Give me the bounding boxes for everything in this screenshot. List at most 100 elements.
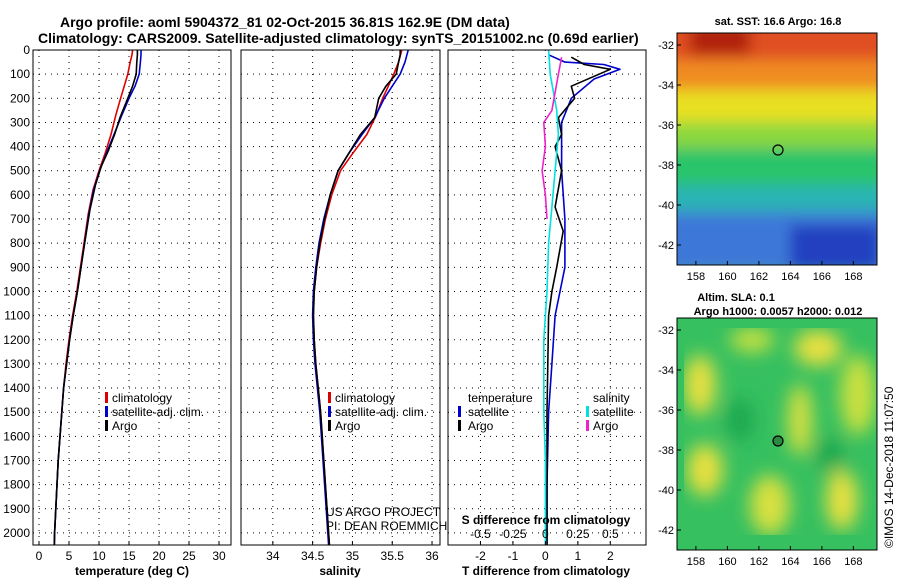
x-tick-label: -2 [475,549,486,563]
salinity-series [311,50,409,545]
sla-map-ticks: 158 160 162 164 166 168 -32 -34 -36 -38 -40 -42 [658,325,862,568]
depth-tick-label: 1100 [4,309,30,323]
depth-tick-label: 1700 [3,453,30,467]
map-y-tick-label: -36 [658,405,674,417]
salinity-legend: climatology satellite-adj. clim. Argo [328,391,427,433]
legend-swatch-climatology [105,392,108,403]
salinity-xlabel: salinity [319,564,361,578]
legend-group-salinity: salinity [593,391,630,405]
sst-map-frame [676,32,878,266]
difference-panel: -2 -1 0 1 2 -0.5 -0.25 0 0.25 0.5 T difference f… [447,49,647,578]
sla-feature-6 [687,444,723,496]
x-tick-label: 30 [212,549,226,563]
map-y-tick-label: -42 [658,240,674,252]
depth-tick-label: 1500 [3,405,30,419]
sla-map-title: Altim. SLA: 0.1 [697,292,775,304]
sla-feature-8 [826,470,858,530]
depth-tick-label: 800 [10,236,30,250]
sst-band-teal [677,185,877,215]
depth-tick-label: 1800 [3,478,30,492]
map-x-tick-label: 162 [750,271,768,283]
s-tick-label: 0 [542,527,549,541]
x-tick-label: 15 [122,549,136,563]
salinity-ticks: 34 34.5 35 35.5 36 [266,541,439,563]
salinity-grid [241,49,440,545]
depth-tick-label: 1000 [3,284,30,298]
s-tick-label: 0.5 [602,527,619,541]
series-line-temperature-1 [53,50,142,545]
map-x-tick-label: 158 [687,556,705,568]
series-line-difference-2 [542,50,560,545]
depth-tick-label: 200 [10,91,30,105]
legend-label-s-satellite: satellite [593,405,634,419]
x-tick-label: 0 [542,549,549,563]
legend-swatch-s-argo-diff [586,420,589,431]
s-tick-label: -0.25 [499,527,527,541]
series-line-temperature-2 [53,50,139,545]
depth-tick-label: 1400 [3,381,30,395]
sla-feature-5 [840,355,876,435]
legend-swatch-t-satellite [458,406,461,417]
map-x-tick-label: 168 [844,271,862,283]
depth-tick-label: 2000 [3,526,30,540]
legend-group-temperature: temperature [468,391,533,405]
depth-tick-label: 700 [10,212,30,226]
temperature-grid [33,49,231,545]
map-x-tick-label: 160 [718,271,736,283]
x-tick-label: 35 [346,549,360,563]
x-tick-label: 2 [607,549,614,563]
legend-swatch-argo [105,420,108,431]
temperature-legend: climatology satellite-adj. clim. Argo [105,391,204,433]
map-x-tick-label: 164 [781,271,799,283]
series-line-salinity-2 [312,50,402,545]
s-tick-label: -0.5 [470,527,491,541]
credit-pi: PI: DEAN ROEMMICH [326,519,447,533]
sst-band-yellow [677,90,877,125]
copyright-stamp: ©IMOS 14-Dec-2018 11:07:50 [882,386,896,548]
legend-swatch-s-argo [328,420,331,431]
series-line-difference-0 [546,54,621,545]
legend-label-argo: Argo [112,419,138,433]
depth-tick-label: 1300 [3,357,30,371]
x-tick-label: -1 [508,549,519,563]
salinity-panel: 34 34.5 35 35.5 36 salinity climatology sate… [240,49,447,578]
series-line-salinity-0 [312,50,403,545]
sst-argo-marker [772,144,784,156]
depth-tick-label: 0 [23,43,30,57]
sst-patch-darkblue-se [790,225,877,265]
sst-map-ticks: 158 160 162 164 166 168 -32 -34 -36 -38 -40 -42 [658,40,862,283]
map-y-tick-label: -38 [658,160,674,172]
depth-tick-label: 1200 [3,333,30,347]
temperature-series [53,50,142,545]
x-tick-label: 34.5 [301,549,325,563]
sla-feature-4 [788,384,812,456]
legend-swatch-s-satellite-adj [328,406,331,417]
x-tick-label: 20 [152,549,166,563]
sla-feature-2 [730,328,774,352]
sla-map-subtitle: Argo h1000: 0.0057 h2000: 0.012 [694,306,863,318]
sla-feature-9 [726,398,754,442]
sst-band-darkred-nw [690,33,750,55]
map-x-tick-label: 166 [813,271,831,283]
sst-band-orange [677,60,877,95]
sla-feature-1 [684,355,716,415]
legend-label-t-argo: Argo [468,419,494,433]
difference-frame [447,49,647,546]
x-tick-label: 34 [266,549,280,563]
map-y-tick-label: -42 [658,525,674,537]
sla-feature-10 [816,437,844,473]
series-line-difference-3 [541,57,563,220]
difference-secondary-xlabel: S difference from climatology [462,513,631,527]
x-tick-label: 25 [182,549,196,563]
depth-tick-label: 1600 [3,429,30,443]
x-tick-label: 35.5 [381,549,405,563]
s-tick-label: 0.25 [566,527,590,541]
difference-legend: temperature salinity satellite Argo sate… [458,391,634,433]
series-line-temperature-0 [53,50,134,545]
depth-tick-label: 1900 [3,502,30,516]
legend-label-s-argo-diff: Argo [593,419,619,433]
difference-series [541,50,621,545]
map-x-tick-label: 160 [718,556,736,568]
depth-tick-label: 400 [10,140,30,154]
